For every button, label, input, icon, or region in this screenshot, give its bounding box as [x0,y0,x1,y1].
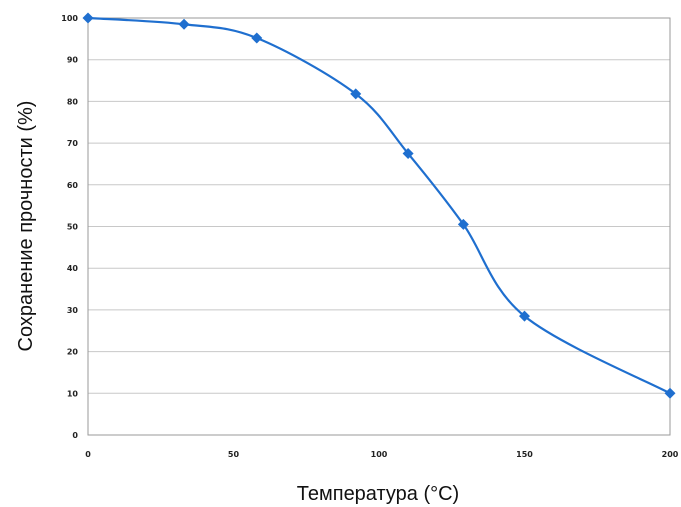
series-layer [82,12,676,399]
x-tick-label: 100 [371,450,388,459]
y-tick-label: 90 [67,56,79,65]
x-axis-ticks: 0 50 100 150 200 [85,450,679,459]
y-tick-label: 0 [72,431,78,440]
y-tick-label: 70 [67,139,79,148]
y-axis-title: Сохранение прочности (%) [15,101,37,352]
y-axis-ticks: 0 10 20 30 40 50 60 70 80 90 100 [61,14,78,440]
data-point [402,148,414,160]
y-tick-label: 10 [67,389,79,398]
data-point [178,18,190,30]
data-point [457,218,469,230]
y-tick-label: 50 [67,223,79,232]
x-tick-label: 200 [662,450,679,459]
y-tick-label: 60 [67,181,79,190]
y-tick-label: 40 [67,264,79,273]
y-tick-label: 100 [61,14,78,23]
y-tick-label: 30 [67,306,79,315]
x-tick-label: 50 [228,450,240,459]
y-tick-label: 80 [67,97,79,106]
data-point [350,88,362,100]
x-tick-label: 150 [516,450,533,459]
y-tick-label: 20 [67,348,79,357]
data-point [664,387,676,399]
x-axis-title: Температура (°C) [297,483,459,505]
plot-frame [87,17,671,436]
data-point [82,12,94,24]
data-point [251,32,263,44]
x-tick-label: 0 [85,450,91,459]
grid [88,59,670,394]
data-point [519,310,530,322]
